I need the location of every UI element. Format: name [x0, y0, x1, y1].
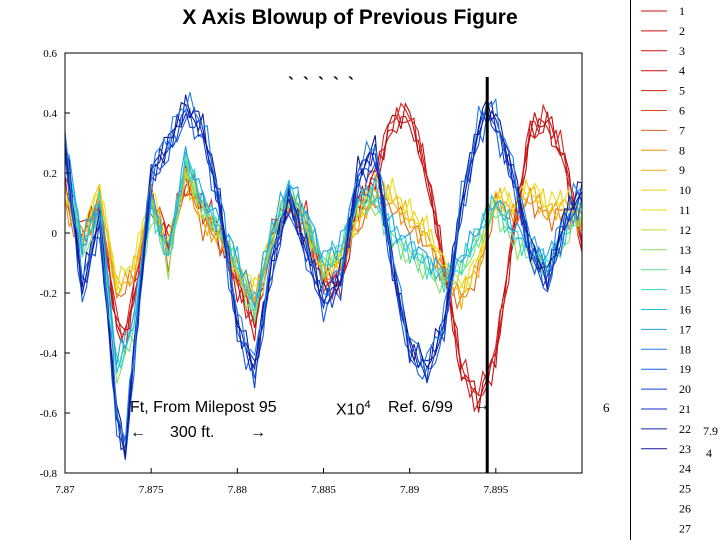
legend-label: 17	[679, 322, 691, 336]
legend-label: 5	[679, 84, 685, 98]
y-tick-label: 0	[52, 228, 58, 240]
series-line-blue-5	[64, 97, 583, 459]
ref-arrow: →	[474, 397, 490, 414]
series-line-blue-6	[64, 92, 583, 443]
x-tick-label: 7.87	[55, 484, 75, 496]
span-label: 300 ft.	[170, 424, 215, 441]
y-tick-label: 0.4	[43, 108, 57, 120]
legend-label: 24	[679, 462, 691, 476]
y-tick-label: 0.2	[43, 168, 57, 180]
legend-label: 18	[679, 342, 691, 356]
legend-label: 6	[679, 104, 685, 118]
axes-layer: 0.6 0.4 0.2 0 -0.2 -0.4 -0.6 -0.8 7.87 7.875 7.88 7…	[40, 48, 583, 496]
x-multiplier-exponent: 4	[364, 399, 371, 411]
x-tick-label: 7.88	[228, 484, 248, 496]
x-multiplier-text: X10	[336, 401, 365, 419]
legend-label: 19	[679, 362, 691, 376]
top-tick-marks: ` ` ` ` `	[288, 74, 356, 94]
ft-from-milepost-label: Ft, From Milepost 95	[130, 399, 277, 416]
y-tick-label: -0.8	[40, 468, 58, 480]
legend-label: 7	[679, 123, 685, 137]
legend-label: 12	[679, 223, 691, 237]
stray-label-79: 7.9	[703, 424, 718, 438]
legend-label: 4	[679, 64, 685, 78]
legend-label: 1	[679, 4, 685, 18]
legend-label: 9	[679, 163, 685, 177]
legend-label: 21	[679, 402, 691, 416]
legend-label: 2	[679, 24, 685, 38]
series-layer	[64, 92, 583, 460]
legend-label: 11	[679, 203, 691, 217]
legend-label: 25	[679, 482, 691, 496]
legend-label: 20	[679, 382, 691, 396]
legend-label: 13	[679, 243, 691, 257]
legend-label: 27	[679, 521, 691, 535]
legend-label: 16	[679, 303, 691, 317]
legend-label: 14	[679, 263, 691, 277]
x-multiplier-label: X104	[336, 399, 371, 419]
legend-label: 22	[679, 422, 691, 436]
legend-label: 3	[679, 44, 685, 58]
span-left-arrow: ←	[130, 424, 146, 441]
legend-label: 23	[679, 442, 691, 456]
legend-svg: 1234567891011121314151617181920212223242…	[641, 4, 691, 535]
legend-label: 26	[679, 502, 691, 516]
x-tick-label: 7.885	[311, 484, 336, 496]
series-line-green-cyan-2	[64, 151, 583, 374]
y-tick-label: 0.6	[43, 48, 57, 60]
x-tick-label: 7.89	[400, 484, 420, 496]
series-line-orange-yellow-3	[64, 167, 583, 310]
x-tick-label: 7.875	[139, 484, 164, 496]
chart-title: X Axis Blowup of Previous Figure	[182, 6, 518, 29]
stray-label-4: 4	[706, 446, 712, 460]
ref-label: Ref. 6/99	[388, 399, 453, 416]
span-right-arrow: →	[250, 424, 266, 441]
legend-label: 15	[679, 283, 691, 297]
y-tick-label: -0.2	[40, 288, 57, 300]
stray-label-6: 6	[603, 400, 610, 415]
legend-label: 10	[679, 183, 691, 197]
y-tick-label: -0.4	[40, 348, 58, 360]
legend-label: 8	[679, 143, 685, 157]
x-tick-label: 7.895	[483, 484, 508, 496]
y-tick-label: -0.6	[40, 408, 58, 420]
legend: 1 2 3 4 5 6 7 8 9 10 11 12 13 14 15 16 17 18 19 20 21 22 23 24 2…	[630, 0, 720, 540]
